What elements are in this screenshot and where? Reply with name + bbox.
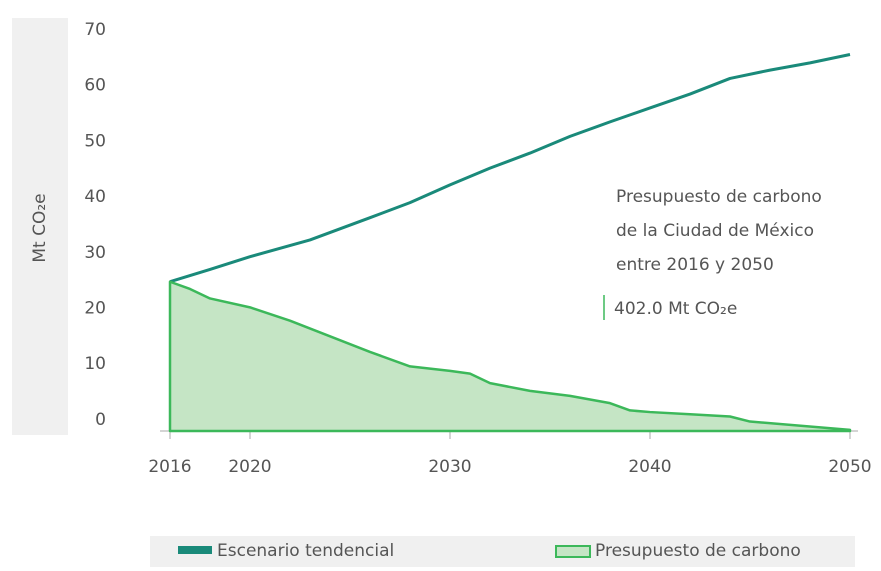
y-tick-label: 40 xyxy=(84,187,106,207)
area xyxy=(168,280,852,433)
y-tick-label: 0 xyxy=(95,410,106,430)
y-label-bg xyxy=(12,18,68,435)
x-tick-label: 2020 xyxy=(228,457,271,477)
y-axis-label: Mt CO₂e xyxy=(30,193,50,262)
y-tick-label: 50 xyxy=(84,131,106,151)
legend-label: Presupuesto de carbono xyxy=(595,541,801,561)
y-tick-label: 10 xyxy=(84,354,106,374)
x-tick-label: 2050 xyxy=(828,457,871,477)
legend-swatch xyxy=(555,545,591,558)
annotation-value: 402.0 Mt CO₂e xyxy=(614,299,737,319)
y-tick-label: 30 xyxy=(84,243,106,263)
y-tick-label: 20 xyxy=(84,298,106,318)
annotation: entre 2016 y 2050 xyxy=(616,255,774,275)
y-tick-label: 70 xyxy=(84,20,106,40)
x-tick-label: 2040 xyxy=(628,457,671,477)
x-tick-label: 2030 xyxy=(428,457,471,477)
line xyxy=(169,53,851,284)
legend-bg xyxy=(150,536,855,567)
annotation: Presupuesto de carbono xyxy=(616,187,822,207)
annotation: de la Ciudad de México xyxy=(616,221,814,241)
legend-label: Escenario tendencial xyxy=(217,541,394,561)
y-tick-label: 60 xyxy=(84,76,106,96)
x-tick-label: 2016 xyxy=(148,457,191,477)
legend-swatch xyxy=(178,546,212,554)
